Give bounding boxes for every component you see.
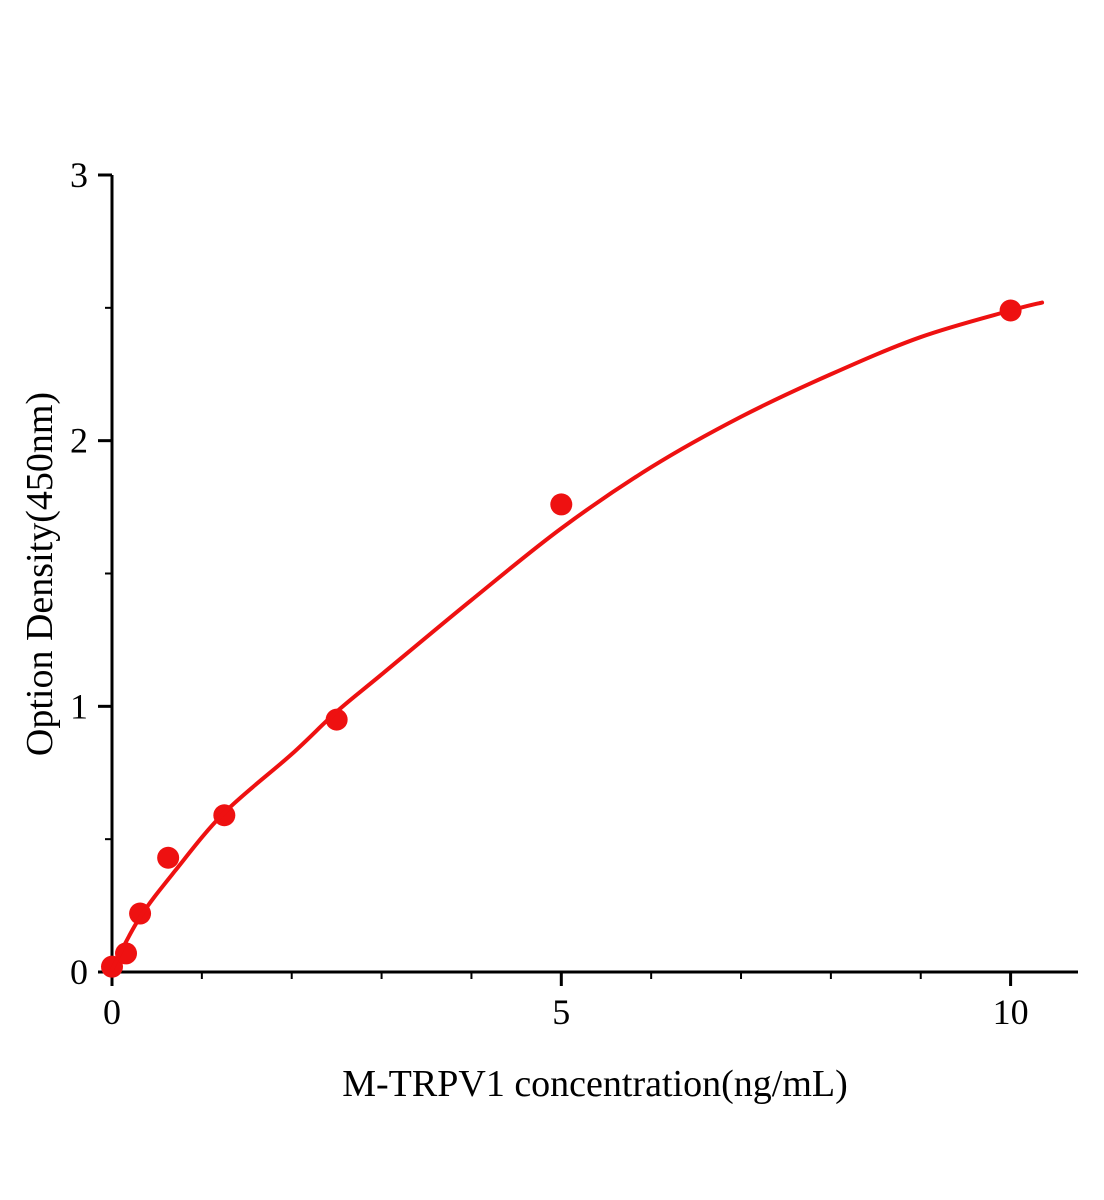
y-axis-label: Option Density(450nm) [19,391,61,757]
x-axis-label: M-TRPV1 concentration(ng/mL) [342,1063,848,1105]
y-tick-label: 2 [70,421,88,461]
data-point [550,493,573,516]
x-tick-label: 0 [103,992,121,1032]
x-tick-label: 5 [552,992,570,1032]
data-point [157,846,180,869]
x-tick-label: 10 [993,992,1029,1032]
y-tick-label: 3 [70,155,88,195]
data-point [115,942,138,965]
fit-curve-line [110,300,1045,972]
y-tick-label: 1 [70,686,88,726]
y-tick-label: 0 [70,952,88,992]
